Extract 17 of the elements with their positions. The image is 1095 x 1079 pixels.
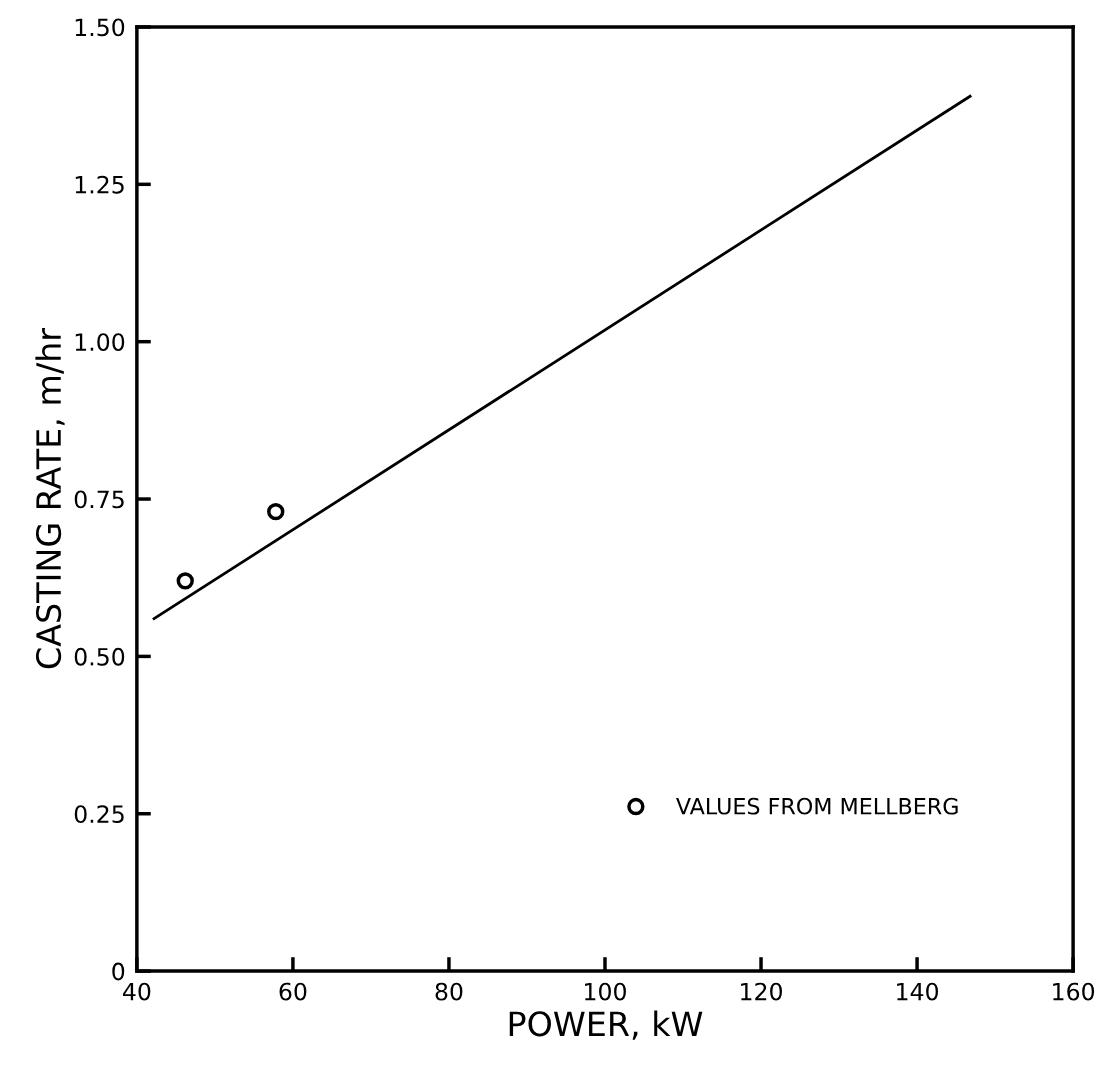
x-tick-label: 120 xyxy=(741,982,782,1001)
y-tick-label: 0.50 xyxy=(74,647,125,666)
y-tick-label: 1.50 xyxy=(75,18,125,37)
x-tick-label: 100 xyxy=(585,982,626,1001)
x-tick-label: 140 xyxy=(897,982,939,1001)
x-tick-label: 60 xyxy=(279,982,307,1001)
y-axis-title: CASTING RATE, m/hr xyxy=(35,328,65,669)
x-tick-label: 80 xyxy=(435,982,463,1001)
x-axis-title: POWER, kW xyxy=(509,1010,703,1040)
y-tick-label: 0 xyxy=(112,962,125,981)
x-tick-label: 160 xyxy=(1053,982,1095,1001)
y-tick-label: 0.75 xyxy=(74,490,124,509)
legend-label: VALUES FROM MELLBERG xyxy=(676,797,958,815)
y-tick-label: 1.00 xyxy=(75,333,125,351)
x-tick-label: 40 xyxy=(123,982,151,1001)
y-tick-label: 0.25 xyxy=(74,805,124,824)
y-tick-label: 1.25 xyxy=(75,175,124,194)
